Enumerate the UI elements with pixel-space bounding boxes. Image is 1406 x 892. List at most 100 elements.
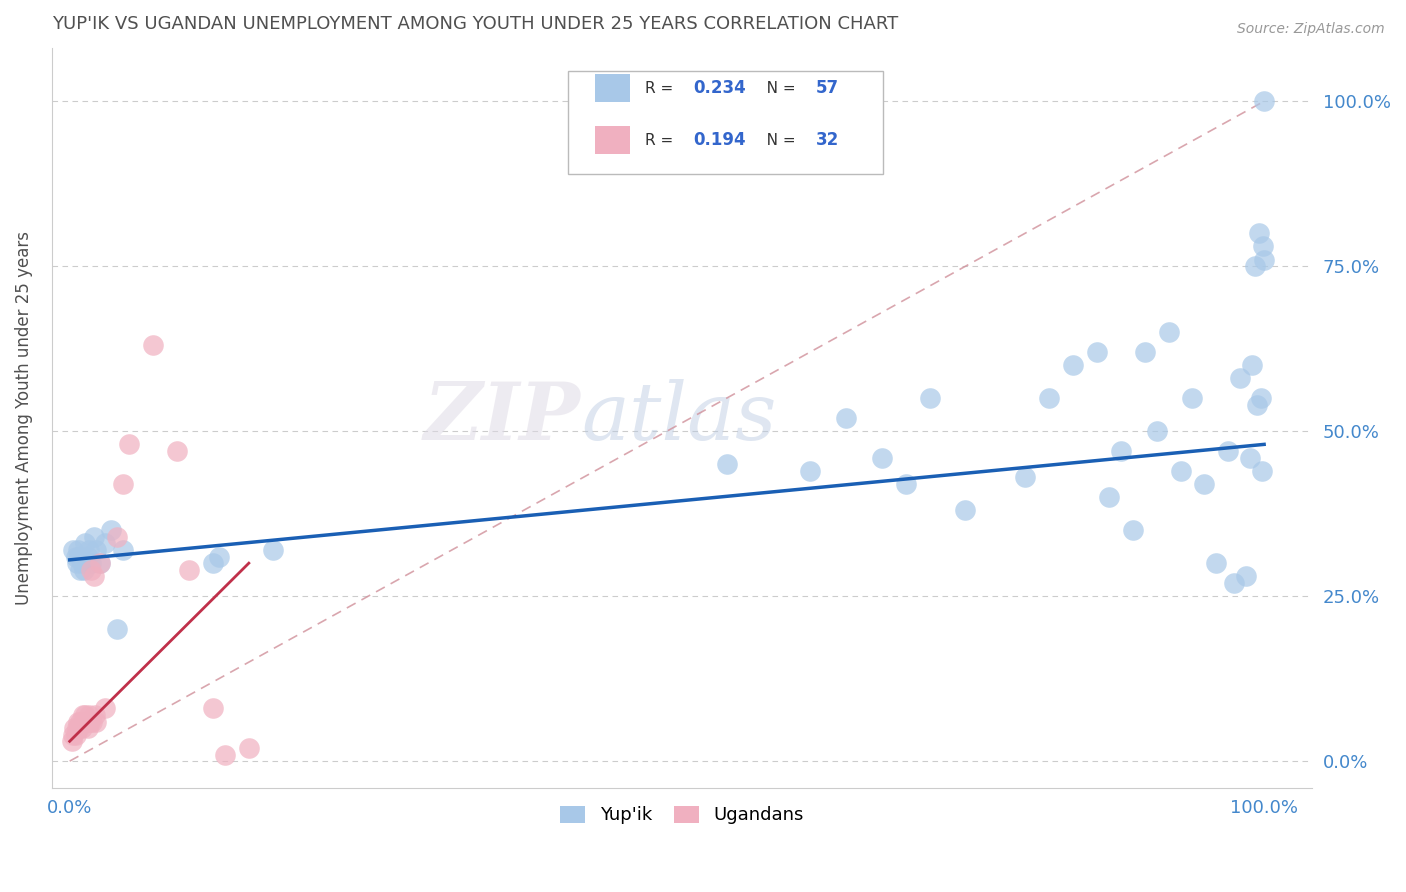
Point (1170, 464, 1192, 478)
Point (62, 543, 84, 558)
Point (65, 728, 87, 742)
Point (1146, 424, 1168, 438)
Point (1234, 569, 1257, 583)
Point (1122, 523, 1144, 537)
Text: 32: 32 (815, 131, 838, 149)
Point (76, 721, 98, 735)
Point (75, 536, 97, 550)
Point (238, 740, 260, 755)
Point (100, 523, 122, 537)
Point (955, 503, 977, 517)
Point (84, 714, 107, 729)
Point (66, 721, 89, 735)
Point (179, 563, 201, 577)
Point (201, 556, 224, 570)
Point (60, 734, 83, 748)
FancyBboxPatch shape (568, 70, 883, 174)
Point (262, 543, 284, 558)
Point (89, 556, 111, 570)
Point (112, 543, 135, 558)
Text: N =: N = (752, 81, 801, 95)
Point (799, 464, 821, 478)
Point (79, 714, 101, 729)
Point (67, 549, 90, 564)
Point (84, 543, 107, 558)
Y-axis label: Unemployment Among Youth under 25 years: Unemployment Among Youth under 25 years (15, 231, 32, 605)
Legend: Yup'ik, Ugandans: Yup'ik, Ugandans (553, 798, 811, 831)
Point (835, 411, 858, 425)
Text: 0.194: 0.194 (693, 131, 745, 149)
Point (716, 457, 738, 471)
Point (870, 450, 893, 465)
Point (1250, 391, 1272, 405)
Point (1133, 345, 1156, 359)
Point (1243, 259, 1265, 273)
Point (75, 707, 97, 722)
Point (63, 721, 86, 735)
Text: 0.234: 0.234 (693, 79, 747, 97)
Bar (595, 126, 630, 154)
Point (83, 530, 105, 544)
Point (77, 707, 100, 722)
Point (83, 707, 105, 722)
Point (166, 444, 188, 458)
Point (80, 563, 103, 577)
Point (94, 701, 117, 715)
Point (75, 714, 97, 729)
Text: atlas: atlas (581, 379, 776, 457)
Point (80, 556, 103, 570)
Point (142, 338, 165, 352)
Point (1157, 325, 1180, 339)
Point (208, 549, 231, 564)
Point (67, 721, 90, 735)
Point (70, 721, 93, 735)
Point (894, 477, 917, 491)
Point (112, 477, 135, 491)
Point (82, 714, 104, 729)
Point (1085, 345, 1108, 359)
Point (83, 569, 105, 583)
Point (214, 747, 236, 762)
Point (72, 707, 94, 722)
Point (73, 714, 96, 729)
Point (1205, 556, 1227, 570)
Point (89, 556, 111, 570)
Bar (595, 74, 630, 103)
Point (66, 543, 89, 558)
Point (69, 714, 91, 729)
Point (918, 391, 941, 405)
Point (69, 563, 91, 577)
Point (1098, 490, 1121, 504)
Text: 57: 57 (815, 79, 838, 97)
Point (1251, 239, 1274, 253)
Point (76, 549, 98, 564)
Point (62, 728, 84, 742)
Text: R =: R = (645, 133, 679, 147)
Point (1249, 226, 1271, 240)
Point (1246, 398, 1268, 412)
Point (1241, 358, 1264, 372)
Point (1062, 358, 1084, 372)
Text: Source: ZipAtlas.com: Source: ZipAtlas.com (1237, 22, 1385, 37)
Point (65, 549, 87, 564)
Point (1253, 252, 1275, 267)
Point (1229, 371, 1251, 385)
Point (1109, 444, 1132, 458)
Text: YUP'IK VS UGANDAN UNEMPLOYMENT AMONG YOUTH UNDER 25 YEARS CORRELATION CHART: YUP'IK VS UGANDAN UNEMPLOYMENT AMONG YOU… (52, 15, 898, 33)
Point (77, 543, 100, 558)
Point (1038, 391, 1060, 405)
Point (73, 563, 96, 577)
Point (94, 536, 117, 550)
Point (1181, 391, 1204, 405)
Point (66, 714, 89, 729)
Text: N =: N = (752, 133, 801, 147)
Point (201, 701, 224, 715)
Point (107, 530, 129, 544)
Point (1223, 576, 1246, 591)
Point (1250, 464, 1272, 478)
Point (1253, 94, 1275, 108)
Text: ZIP: ZIP (425, 379, 581, 457)
Point (70, 556, 93, 570)
Point (1218, 444, 1240, 458)
Text: R =: R = (645, 81, 679, 95)
